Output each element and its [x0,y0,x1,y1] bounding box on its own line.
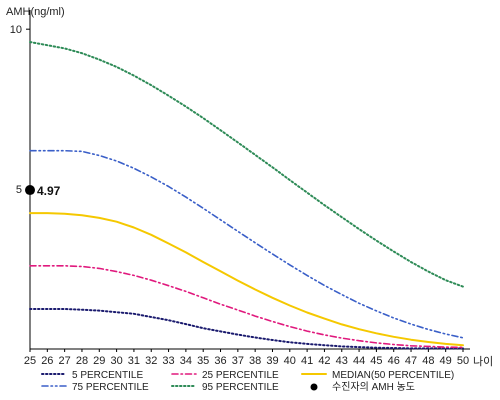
legend-label: 75 PERCENTILE [72,382,149,393]
x-tick-label: 37 [232,355,244,367]
x-tick-label: 28 [76,355,88,367]
x-tick-label: 50 [457,355,469,367]
series-line [29,41,464,288]
x-axis-label: 나이 [473,355,493,368]
x-ticks: 25 26 27 28 29 30 31 32 33 34 35 36 37 38 39 40 41 42 43 44… [24,349,469,367]
legend: 5 PERCENTILE 25 PERCENTILE MEDIAN(50 PERCE… [41,370,454,393]
series-lines [29,41,464,350]
x-tick-label: 35 [197,355,209,367]
series-line [29,212,464,347]
series-line [29,308,464,350]
series-line [29,149,464,339]
legend-label: MEDIAN(50 PERCENTILE) [332,370,454,381]
x-tick-label: 30 [110,355,122,367]
legend-label: 95 PERCENTILE [202,382,279,393]
x-tick-label: 32 [145,355,157,367]
x-tick-label: 43 [336,355,348,367]
y-axis-label: AMH(ng/ml) [6,6,65,18]
legend-marker-swatch [310,383,318,391]
x-tick-label: 45 [370,355,382,367]
x-tick-label: 42 [318,355,330,367]
x-tick-label: 49 [440,355,452,367]
x-tick-label: 29 [93,355,105,367]
x-tick-label: 41 [301,355,313,367]
y-ticks: 5 10 [10,24,30,196]
x-tick-label: 38 [249,355,261,367]
patient-amh-value-label: 4.97 [37,184,61,198]
x-tick-label: 39 [266,355,278,367]
y-tick-label: 5 [16,184,22,196]
x-tick-label: 34 [180,355,192,367]
x-tick-label: 25 [24,355,36,367]
x-tick-label: 47 [405,355,417,367]
series-line [29,264,464,349]
y-tick-label: 10 [10,24,22,36]
legend-label: 25 PERCENTILE [202,370,279,381]
legend-label: 5 PERCENTILE [72,370,143,381]
plot-area: AMH(ng/ml) 나이 5 10 25 26 27 28 29 30 31 32 33 34 35… [6,6,493,368]
x-tick-label: 33 [162,355,174,367]
x-tick-label: 31 [128,355,140,367]
legend-marker-label: 수진자의 AMH 농도 [332,381,415,393]
x-tick-label: 26 [41,355,53,367]
x-tick-label: 46 [388,355,400,367]
x-tick-label: 48 [422,355,434,367]
x-tick-label: 44 [353,355,365,367]
x-tick-label: 40 [284,355,296,367]
x-tick-label: 36 [214,355,226,367]
x-tick-label: 27 [59,355,71,367]
patient-amh-marker [25,185,35,196]
